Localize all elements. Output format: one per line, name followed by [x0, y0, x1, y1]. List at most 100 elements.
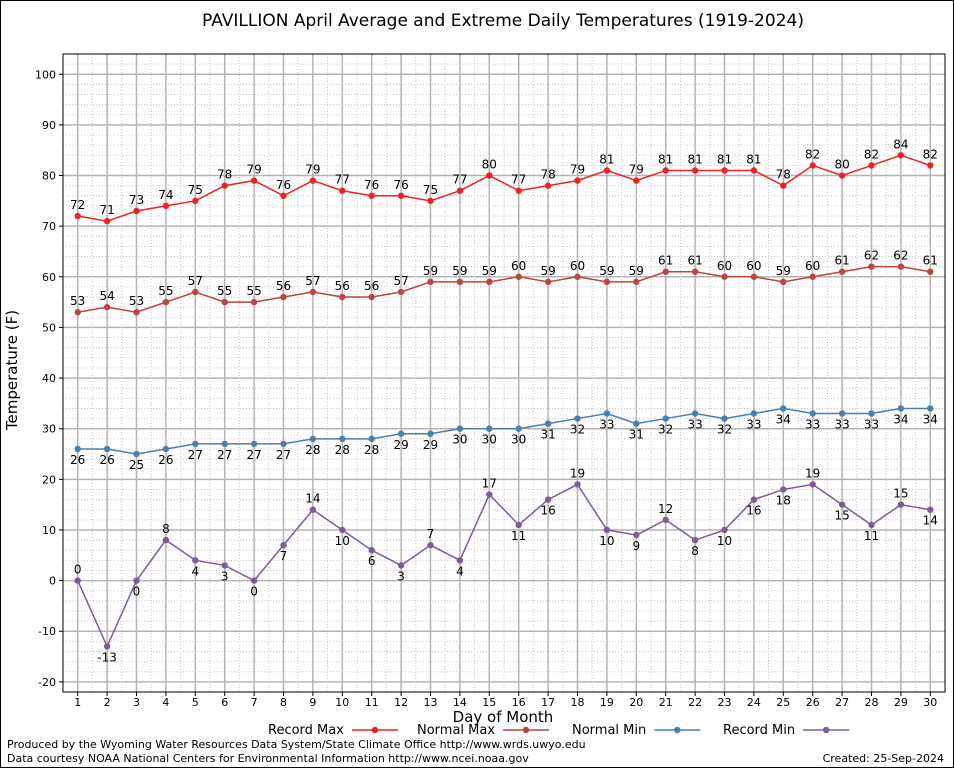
- record-min-data-label: 15: [893, 487, 908, 501]
- normal-max-data-label: 59: [482, 264, 497, 278]
- y-tick-label: 30: [42, 423, 56, 436]
- data-courtesy-credit: Data courtesy NOAA National Centers for …: [7, 752, 529, 765]
- legend-item-record-max: Record Max: [268, 723, 398, 738]
- normal-min-data-label: 34: [923, 412, 938, 426]
- x-tick-label: 10: [335, 696, 349, 709]
- record-min-point: [544, 496, 552, 503]
- record-max-data-label: 81: [746, 152, 761, 166]
- record-min-data-label: 14: [305, 492, 320, 506]
- record-min-data-label: 4: [456, 564, 464, 578]
- normal-min-point: [897, 405, 905, 412]
- record-max-data-label: 76: [364, 178, 379, 192]
- record-max-data-label: 82: [805, 147, 820, 161]
- normal-max-data-label: 55: [246, 284, 261, 298]
- record-max-point: [103, 217, 111, 225]
- created-date: Created: 25-Sep-2024: [822, 752, 944, 765]
- record-max-point: [397, 192, 405, 199]
- record-min-point: [309, 506, 317, 513]
- normal-max-point: [897, 263, 905, 270]
- y-tick-label: 90: [42, 119, 56, 132]
- y-axis-label: Temperature (F): [3, 310, 21, 431]
- record-min-data-label: 15: [834, 509, 849, 523]
- record-max-data-label: 78: [776, 168, 791, 182]
- normal-min-data-label: 33: [687, 418, 702, 432]
- normal-max-data-label: 59: [423, 264, 438, 278]
- normal-min-line: [77, 407, 931, 455]
- record-min-point: [397, 562, 405, 569]
- x-tick-label: 15: [482, 696, 496, 709]
- normal-min-data-label: 26: [99, 453, 114, 467]
- normal-min-data-label: 34: [776, 412, 791, 426]
- record-min-data-label: 18: [776, 493, 791, 507]
- record-min-data-label: 10: [717, 534, 732, 548]
- record-max-data-label: 78: [217, 168, 232, 182]
- normal-max-data-label: 62: [893, 249, 908, 263]
- y-tick-label: 50: [42, 321, 56, 334]
- x-tick-label: 13: [424, 696, 438, 709]
- record-min-data-label: 9: [632, 539, 640, 553]
- record-min-data-label: 8: [162, 522, 170, 536]
- record-min-point: [780, 486, 787, 493]
- record-min-data-label: 0: [250, 585, 258, 599]
- record-min-point: [691, 536, 699, 544]
- x-tick-label: 21: [659, 696, 673, 709]
- normal-min-point: [133, 450, 140, 458]
- record-min-line: [77, 483, 931, 649]
- record-max-line: [77, 154, 931, 222]
- record-max-data-label: 80: [834, 158, 849, 172]
- normal-max-point: [603, 278, 611, 286]
- x-tick-label: 17: [541, 696, 555, 709]
- normal-max-data-label: 56: [364, 279, 379, 293]
- normal-max-point: [574, 273, 581, 280]
- y-tick-label: 70: [42, 220, 56, 233]
- record-min-point: [662, 516, 669, 524]
- record-max-point: [456, 187, 464, 194]
- normal-max-data-label: 60: [746, 259, 761, 273]
- record-max-data-label: 77: [511, 173, 526, 187]
- normal-max-data-label: 59: [540, 264, 555, 278]
- record-min-data-label: 0: [133, 585, 141, 599]
- normal-max-point: [486, 278, 493, 286]
- record-min-point: [868, 521, 875, 529]
- normal-min-data-label: 33: [746, 418, 761, 432]
- normal-min-data-label: 26: [158, 453, 173, 467]
- normal-min-data-label: 30: [511, 433, 526, 447]
- record-min-data-label: 0: [74, 563, 82, 577]
- x-tick-label: 28: [865, 696, 879, 709]
- record-min-data-label: 12: [658, 502, 673, 516]
- record-max-point: [133, 207, 140, 215]
- normal-max-point: [103, 303, 111, 311]
- record-max-point: [633, 177, 640, 184]
- normal-max-data-label: 59: [776, 264, 791, 278]
- record-min-point: [633, 531, 640, 539]
- record-min-point: [133, 577, 140, 584]
- normal-min-point: [250, 440, 258, 448]
- x-tick-label: 14: [453, 696, 467, 709]
- normal-min-point: [603, 410, 611, 417]
- normal-min-data-label: 28: [305, 443, 320, 457]
- normal-max-data-label: 56: [335, 279, 350, 293]
- normal-min-point: [456, 425, 464, 432]
- record-min-data-label: 19: [570, 466, 585, 480]
- normal-max-point: [309, 288, 317, 296]
- record-max-point: [721, 167, 728, 174]
- normal-max-point: [250, 298, 258, 306]
- normal-min-point: [397, 430, 405, 437]
- normal-min-data-label: 30: [482, 433, 497, 447]
- record-min-data-label: 16: [746, 504, 761, 518]
- x-tick-label: 3: [133, 696, 140, 709]
- record-min-data-label: 8: [691, 544, 699, 558]
- normal-min-data-label: 30: [452, 433, 467, 447]
- legend-item-normal-min: Normal Min: [572, 723, 701, 738]
- normal-min-point: [486, 425, 493, 432]
- y-tick-label: -20: [38, 676, 56, 689]
- normal-min-data-label: 29: [423, 438, 438, 452]
- record-max-point: [897, 152, 905, 159]
- y-tick-label: 0: [49, 575, 56, 588]
- record-min-data-label: 7: [280, 549, 288, 563]
- record-min-data-label: 4: [191, 564, 199, 578]
- normal-min-point: [162, 445, 170, 453]
- normal-min-data-label: 27: [276, 448, 291, 462]
